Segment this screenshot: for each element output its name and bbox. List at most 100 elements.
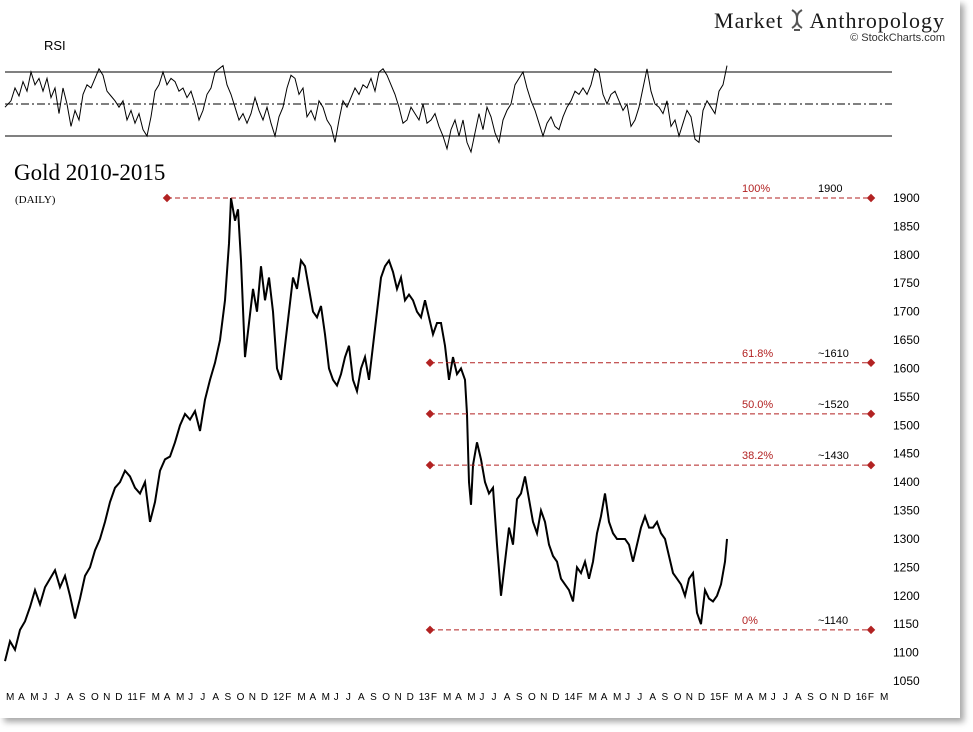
x-tick-label: A [212, 692, 219, 703]
y-tick-label: 1050 [893, 674, 920, 688]
brand-block: Market Anthropology © StockCharts.com [714, 8, 945, 44]
x-tick-label: J [479, 692, 484, 703]
brand-word-market: Market [714, 8, 784, 33]
fib-value-label: ~1610 [818, 348, 849, 360]
x-tick-label: F [577, 692, 583, 703]
x-tick-label: D [261, 692, 268, 703]
fib-marker-left [425, 460, 435, 470]
y-tick-label: 1900 [893, 191, 920, 205]
x-tick-label: N [831, 692, 838, 703]
y-tick-label: 1500 [893, 418, 920, 432]
y-tick-label: 1450 [893, 447, 920, 461]
x-tick-label: A [358, 692, 365, 703]
brand-word-anthropology: Anthropology [809, 8, 945, 33]
x-tick-label: F [140, 692, 146, 703]
x-tick-label: J [492, 692, 497, 703]
month-axis: M A M J J A S O N D 11 F M A M J J A S O N D 12 F M A M J J A S O N D 13 F M… [6, 692, 888, 703]
fib-value-label: 1900 [818, 183, 842, 195]
x-tick-label: N [540, 692, 547, 703]
x-tick-label: A [601, 692, 608, 703]
x-tick-label: M [297, 692, 305, 703]
fib-marker-left [425, 358, 435, 368]
x-tick-label: A [164, 692, 171, 703]
y-tick-label: 1750 [893, 276, 920, 290]
fib-value-label: ~1140 [818, 615, 848, 627]
x-tick-label: M [322, 692, 330, 703]
x-tick-label: J [346, 692, 351, 703]
x-tick-label: N [249, 692, 256, 703]
x-tick-label: O [528, 692, 536, 703]
x-tick-label: S [79, 692, 86, 703]
x-tick-label: J [625, 692, 630, 703]
fib-marker-left [425, 409, 435, 419]
x-tick-label: J [188, 692, 193, 703]
x-tick-label: M [152, 692, 160, 703]
chart-title: Gold 2010-2015 [14, 160, 165, 185]
x-tick-label: 12 [273, 692, 285, 703]
y-tick-label: 1700 [893, 305, 920, 319]
y-tick-label: 1150 [893, 617, 919, 631]
x-tick-label: A [455, 692, 462, 703]
x-tick-label: J [200, 692, 205, 703]
y-tick-label: 1200 [893, 589, 920, 603]
x-tick-label: O [91, 692, 99, 703]
x-tick-label: J [55, 692, 60, 703]
fib-percent-label: 38.2% [742, 450, 773, 462]
brand-title: Market Anthropology [714, 8, 945, 34]
x-tick-label: O [674, 692, 682, 703]
x-tick-label: 11 [127, 692, 138, 703]
fib-marker-right [866, 625, 876, 635]
y-tick-label: 1800 [893, 248, 920, 262]
rsi-title: RSI [44, 38, 66, 53]
x-tick-label: S [225, 692, 232, 703]
x-tick-label: M [589, 692, 597, 703]
x-tick-label: N [686, 692, 693, 703]
fib-percent-label: 50.0% [742, 399, 773, 411]
x-tick-label: O [382, 692, 390, 703]
x-tick-label: F [722, 692, 728, 703]
rsi-panel: RSI [4, 38, 892, 154]
x-tick-label: M [613, 692, 621, 703]
x-tick-label: D [407, 692, 414, 703]
x-tick-label: D [698, 692, 705, 703]
x-tick-label: F [868, 692, 874, 703]
x-tick-label: A [18, 692, 25, 703]
x-tick-label: A [67, 692, 74, 703]
x-tick-label: O [237, 692, 245, 703]
rsi-line [4, 64, 728, 154]
x-tick-label: M [443, 692, 451, 703]
y-tick-label: 1250 [893, 560, 920, 574]
fib-value-label: ~1430 [818, 450, 849, 462]
x-tick-label: J [783, 692, 788, 703]
fib-percent-label: 100% [742, 183, 770, 195]
fib-percent-label: 61.8% [742, 348, 773, 360]
x-tick-label: A [746, 692, 753, 703]
x-tick-label: A [649, 692, 656, 703]
fib-marker-right [866, 358, 876, 368]
fib-percent-label: 0% [742, 615, 758, 627]
y-tick-label: 1650 [893, 333, 920, 347]
y-tick-label: 1550 [893, 390, 920, 404]
x-tick-label: S [370, 692, 377, 703]
x-tick-label: M [467, 692, 475, 703]
x-tick-label: M [6, 692, 14, 703]
x-tick-label: D [844, 692, 851, 703]
fib-marker-left [162, 193, 172, 203]
fib-marker-right [866, 409, 876, 419]
x-tick-label: M [30, 692, 38, 703]
y-tick-label: 1850 [893, 219, 920, 233]
x-tick-label: N [394, 692, 401, 703]
dna-helix-icon [790, 9, 803, 31]
x-tick-label: S [662, 692, 669, 703]
x-tick-label: D [552, 692, 559, 703]
x-tick-label: J [42, 692, 47, 703]
x-tick-label: 16 [856, 692, 868, 703]
x-tick-label: 14 [564, 692, 576, 703]
x-tick-label: 15 [710, 692, 722, 703]
chart-subtitle: (DAILY) [15, 194, 56, 206]
x-tick-label: 13 [419, 692, 431, 703]
x-tick-label: J [637, 692, 642, 703]
x-tick-label: M [734, 692, 742, 703]
x-tick-label: N [103, 692, 110, 703]
